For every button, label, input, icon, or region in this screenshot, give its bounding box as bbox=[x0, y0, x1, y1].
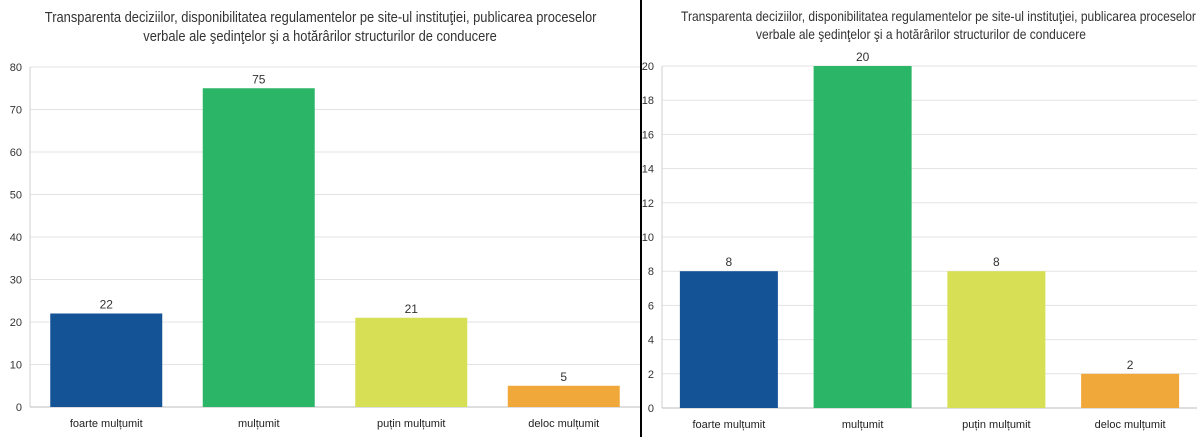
chart-title-line-1: Transparenta deciziilor, disponibilitate… bbox=[681, 8, 1196, 24]
y-tick-label: 16 bbox=[642, 129, 654, 141]
y-tick-label: 60 bbox=[10, 147, 22, 159]
bar-chart-left: 0 10 20 30 40 50 60 70 80 22 foarte mulțumit 75 mulț… bbox=[10, 62, 640, 430]
x-tick-label: foarte mulțumit bbox=[70, 418, 143, 430]
x-tick-label: mulțumit bbox=[238, 418, 280, 430]
bar-chart-right: 0 2 4 6 8 10 12 14 16 18 20 8 foarte mulțumit 20 mulțu… bbox=[642, 50, 1197, 431]
data-label: 75 bbox=[252, 72, 266, 86]
data-label: 8 bbox=[726, 255, 733, 269]
bar bbox=[679, 271, 778, 408]
x-tick-label: puțin mulțumit bbox=[962, 419, 1030, 431]
bar bbox=[947, 271, 1046, 408]
data-label: 20 bbox=[856, 50, 870, 64]
y-tick-label: 6 bbox=[648, 300, 654, 312]
y-tick-label: 12 bbox=[642, 198, 654, 210]
chart-title: Transparenta deciziilor, disponibilitate… bbox=[681, 7, 1196, 43]
bar bbox=[507, 385, 620, 407]
data-label: 5 bbox=[560, 370, 567, 384]
y-tick-label: 70 bbox=[10, 105, 22, 117]
chart-title-line-2: verbale ale şedinţelor şi a hotărârilor … bbox=[143, 28, 497, 45]
x-tick-label: deloc mulțumit bbox=[528, 418, 599, 430]
data-label: 2 bbox=[1127, 358, 1134, 372]
panel-divider bbox=[640, 0, 642, 437]
data-label: 22 bbox=[100, 298, 114, 312]
chart-panel-right: Transparenta deciziilor, disponibilitate… bbox=[642, 0, 1200, 437]
y-tick-label: 8 bbox=[648, 266, 654, 278]
x-tick-label: deloc mulțumit bbox=[1095, 419, 1166, 431]
bar bbox=[50, 313, 163, 407]
bar bbox=[1081, 373, 1180, 408]
data-label: 21 bbox=[405, 302, 419, 316]
y-tick-label: 10 bbox=[642, 232, 654, 244]
y-tick-label: 20 bbox=[642, 61, 654, 73]
x-tick-label: puțin mulțumit bbox=[377, 418, 445, 430]
bar bbox=[202, 88, 315, 407]
data-label: 8 bbox=[993, 255, 1000, 269]
y-tick-label: 30 bbox=[10, 275, 22, 287]
y-tick-label: 10 bbox=[10, 360, 22, 372]
y-tick-label: 50 bbox=[10, 190, 22, 202]
chart-title-line-2: verbale ale şedinţelor şi a hotărârilor … bbox=[756, 26, 1086, 42]
y-tick-label: 0 bbox=[648, 403, 654, 415]
y-tick-label: 40 bbox=[10, 232, 22, 244]
y-tick-label: 2 bbox=[648, 369, 654, 381]
y-tick-label: 80 bbox=[10, 62, 22, 74]
chart-title: Transparenta deciziilor, disponibilitate… bbox=[44, 8, 597, 46]
y-tick-label: 20 bbox=[10, 317, 22, 329]
y-tick-label: 0 bbox=[16, 402, 22, 414]
x-tick-label: mulțumit bbox=[842, 419, 884, 431]
y-tick-label: 14 bbox=[642, 164, 654, 176]
bar bbox=[813, 66, 912, 408]
bar bbox=[355, 317, 468, 407]
chart-title-line-1: Transparenta deciziilor, disponibilitate… bbox=[44, 9, 597, 26]
y-tick-label: 4 bbox=[648, 335, 654, 347]
x-tick-label: foarte mulțumit bbox=[693, 419, 766, 431]
y-tick-label: 18 bbox=[642, 95, 654, 107]
chart-panel-left: Transparenta deciziilor, disponibilitate… bbox=[9, 8, 640, 430]
